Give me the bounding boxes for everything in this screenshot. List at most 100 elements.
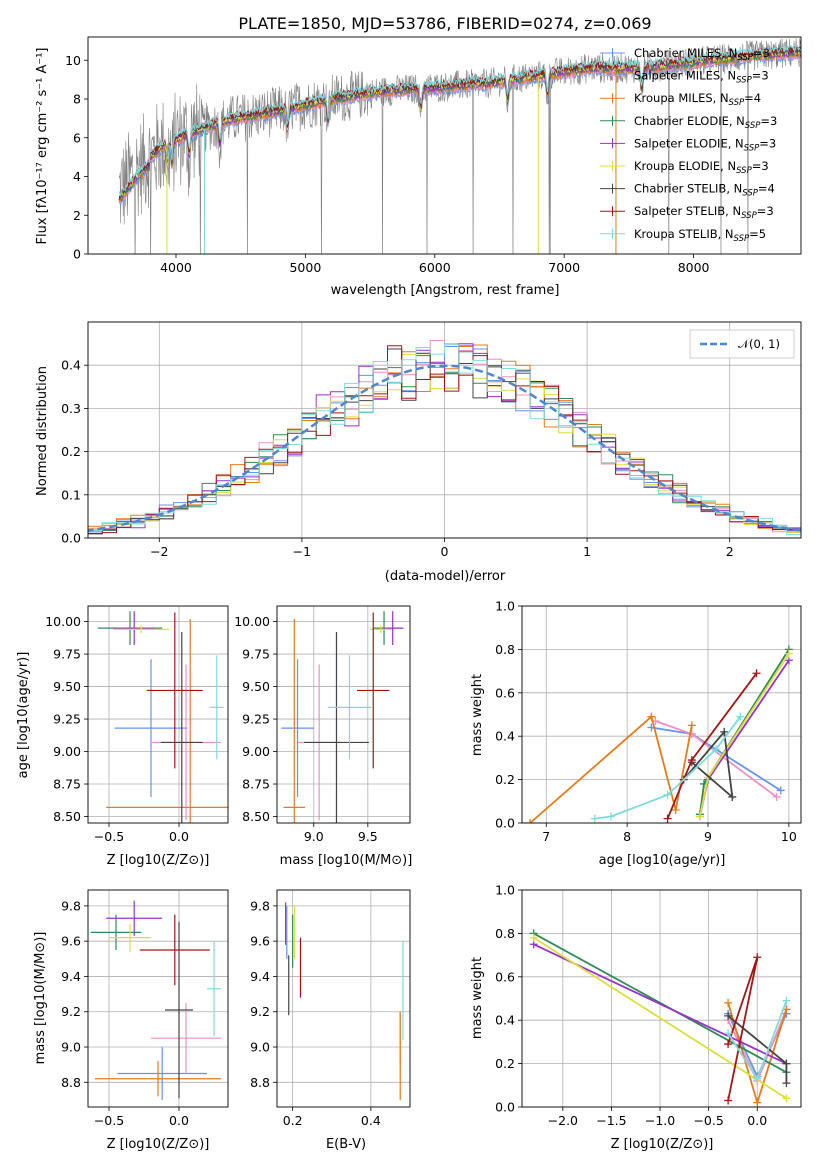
y-tick-label: 8.8 xyxy=(61,1075,81,1090)
y-tick-label: 2 xyxy=(73,208,81,223)
age-weight-panel: 7 8 9 10 0.0 0.2 0.4 0.6 0.8 1.0 age [log10(age/y… xyxy=(470,599,802,868)
x-tick-label: −1.5 xyxy=(596,1113,626,1128)
data-layer xyxy=(90,900,221,1100)
y-tick-label: 9.50 xyxy=(53,679,81,694)
weight-point-kroupa-stelib xyxy=(712,745,721,754)
weight-line-chabrier-stelib xyxy=(683,729,734,800)
data-layer xyxy=(526,645,793,823)
legend-label-sub: SSP xyxy=(729,98,745,108)
z-mass-panel: −0.5 0.0 8.8 9.0 9.2 9.4 9.6 9.8 Z [log10(Z/Z⊙)… xyxy=(33,889,229,1152)
x-tick-label: 1 xyxy=(583,544,591,559)
z-weight-panel: −2.0 −1.5 −1.0 −0.5 0.0 0.0 0.2 0.4 0.6 0.8 1.0 Z … xyxy=(470,883,802,1152)
legend-label-tail: =3 xyxy=(760,114,777,128)
x-tick-label: 0.2 xyxy=(283,1113,303,1128)
x-tick-label: 4000 xyxy=(160,260,192,275)
histogram-plot-area: −2 −1 0 1 2 0.0 0.1 0.2 0.3 0.4 xyxy=(61,321,802,559)
y-tick-label: 9.6 xyxy=(61,934,81,949)
y-tick-label: 9.75 xyxy=(242,647,270,662)
x-tick-label: −1 xyxy=(293,544,311,559)
legend-label-sub: SSP xyxy=(736,166,752,176)
legend-label-main: Chabrier STELIB, N xyxy=(634,182,742,196)
x-tick-label: −0.5 xyxy=(94,829,124,844)
weight-point-salpeter-stelib xyxy=(724,1040,733,1049)
x-tick-label: −0.5 xyxy=(693,1113,723,1128)
x-tick-label: 6000 xyxy=(419,260,451,275)
legend-label-sub: SSP xyxy=(745,121,761,131)
y-tick-label: 9.2 xyxy=(61,1004,81,1019)
x-tick-label: 8 xyxy=(623,829,631,844)
z-weight-y-label: mass weight xyxy=(470,957,485,1039)
legend-label-tail: =3 xyxy=(753,46,770,60)
z-weight-x-label: Z [log10(Z/Z⊙)] xyxy=(611,1137,714,1152)
ebv-mass-panel: 0.2 0.4 8.8 9.0 9.2 9.4 9.6 9.8 E(B-V) xyxy=(250,889,411,1152)
weight-point-salpeter-stelib xyxy=(663,814,672,823)
weight-point-kroupa-stelib xyxy=(606,812,615,821)
age-weight-x-label: age [log10(age/yr)] xyxy=(599,853,726,868)
z-age-panel: −0.5 0.0 8.50 8.75 9.00 9.25 9.50 9.75 10.00 Z [… xyxy=(16,605,229,868)
x-tick-label: 7 xyxy=(542,829,550,844)
axes-frame xyxy=(521,605,802,824)
weight-point-salpeter-miles xyxy=(687,730,696,739)
weight-point-chabrier-miles xyxy=(776,786,785,795)
mass-age-plot-area: 9.0 9.5 8.50 8.75 9.00 9.25 9.50 9.75 10.00 xyxy=(234,605,411,844)
y-tick-label: 9.00 xyxy=(53,744,81,759)
axes-frame xyxy=(276,889,411,1108)
x-tick-label: −2 xyxy=(150,544,168,559)
data-layer xyxy=(281,611,404,823)
y-tick-label: 10.00 xyxy=(234,614,270,629)
y-tick-label: 8.50 xyxy=(53,809,81,824)
x-tick-label: 0.0 xyxy=(747,1113,767,1128)
z-mass-x-label: Z [log10(Z/Z⊙)] xyxy=(107,1137,210,1152)
data-layer xyxy=(97,611,228,823)
data-layer xyxy=(118,38,801,254)
weight-point-salpeter-stelib xyxy=(687,756,696,765)
weight-point-kroupa-stelib xyxy=(753,1074,762,1083)
data-layer xyxy=(285,902,404,1100)
weight-point-kroupa-elodie xyxy=(529,933,538,942)
weight-point-kroupa-elodie xyxy=(784,649,793,658)
y-tick-label: 0 xyxy=(73,247,81,262)
weight-point-kroupa-miles xyxy=(671,805,680,814)
y-tick-label: 9.2 xyxy=(250,1004,270,1019)
weight-point-kroupa-stelib xyxy=(724,1029,733,1038)
weight-point-salpeter-stelib xyxy=(753,953,762,962)
y-tick-label: 0.2 xyxy=(495,772,515,787)
x-tick-label: −2.0 xyxy=(548,1113,578,1128)
y-tick-label: 8.75 xyxy=(53,777,81,792)
x-tick-label: 0 xyxy=(441,544,449,559)
legend-label-tail: =3 xyxy=(752,159,769,173)
y-tick-label: 0.2 xyxy=(61,444,81,459)
y-tick-label: 8.50 xyxy=(242,809,270,824)
y-tick-label: 9.6 xyxy=(250,934,270,949)
weight-point-chabrier-stelib xyxy=(782,1079,791,1088)
y-tick-label: 0.6 xyxy=(495,969,515,984)
axes-frame xyxy=(87,889,229,1108)
weight-line-kroupa-miles xyxy=(529,715,693,823)
legend-label-tail: =3 xyxy=(752,69,769,83)
weight-point-chabrier-stelib xyxy=(724,1011,733,1020)
legend-label-tail: =4 xyxy=(758,182,775,196)
axes-frame xyxy=(87,605,229,824)
y-tick-label: 9.00 xyxy=(242,744,270,759)
residual-histogram-panel: −2 −1 0 1 2 0.0 0.1 0.2 0.3 0.4 (data-model)/erro… xyxy=(35,321,802,584)
legend-label-salpeter-elodie: Salpeter ELODIE, NSSP=3 xyxy=(634,136,776,153)
weight-point-kroupa-elodie xyxy=(695,812,704,821)
legend-label-sub: SSP xyxy=(742,189,758,199)
model-spectrum-salpeter-stelib xyxy=(118,45,801,198)
x-tick-label: 10 xyxy=(781,829,797,844)
legend-label-chabrier-elodie: Chabrier ELODIE, NSSP=3 xyxy=(634,114,777,131)
y-tick-label: 9.75 xyxy=(53,647,81,662)
weight-point-chabrier-stelib xyxy=(782,1059,791,1068)
weight-point-kroupa-miles xyxy=(753,1098,762,1107)
weight-line-kroupa-elodie xyxy=(533,936,787,1100)
y-tick-label: 6 xyxy=(73,130,81,145)
weight-point-kroupa-elodie xyxy=(782,1094,791,1103)
legend-label-tail: =4 xyxy=(744,91,761,105)
y-tick-label: 0.0 xyxy=(495,1100,515,1115)
weight-point-kroupa-stelib xyxy=(590,814,599,823)
y-tick-label: 0.4 xyxy=(495,729,515,744)
data-layer xyxy=(88,340,801,536)
